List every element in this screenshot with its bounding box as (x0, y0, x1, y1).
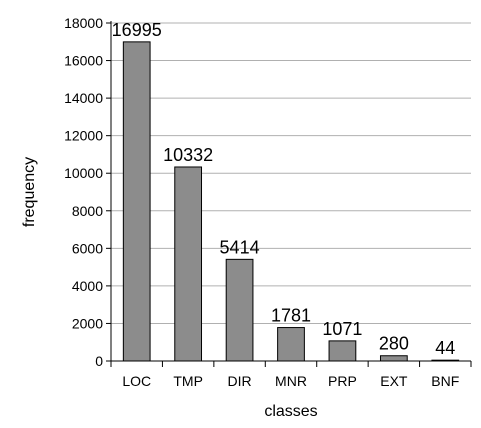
y-tick-label: 4000 (72, 278, 103, 294)
x-tick-label: EXT (380, 373, 408, 389)
y-tick-label: 16000 (64, 53, 103, 69)
x-axis-title: classes (264, 403, 317, 420)
x-tick-label: BNF (431, 373, 459, 389)
x-tick-label: TMP (173, 373, 203, 389)
data-label-tmp: 10332 (163, 145, 213, 165)
bar-prp (328, 340, 357, 362)
x-tick-label: DIR (228, 373, 252, 389)
x-axis-ticks: LOC TMP DIR MNR PRP EXT BNF (110, 361, 472, 389)
y-axis-ticks: 0 2000 4000 6000 8000 10000 12000 14000 16000 180… (64, 15, 111, 369)
y-tick-label: 10000 (64, 165, 103, 181)
x-tick-label: MNR (275, 373, 307, 389)
bar-tmp (174, 166, 203, 362)
y-tick-label: 0 (95, 353, 103, 369)
y-tick-label: 6000 (72, 240, 103, 256)
y-tick-label: 14000 (64, 90, 103, 106)
y-tick-label: 12000 (64, 128, 103, 144)
data-labels: 16995 10332 5414 1781 1071 280 44 (112, 20, 456, 358)
gridlines (111, 22, 471, 324)
data-label-bnf: 44 (435, 338, 455, 358)
bar-loc (122, 41, 151, 362)
y-tick-label: 8000 (72, 203, 103, 219)
data-label-loc: 16995 (112, 20, 162, 40)
y-tick-label: 2000 (72, 315, 103, 331)
data-label-prp: 1071 (322, 319, 362, 339)
data-label-mnr: 1781 (271, 306, 311, 326)
bars (122, 41, 460, 362)
x-tick-label: PRP (328, 373, 357, 389)
y-tick-label: 18000 (64, 15, 103, 31)
bar-mnr (277, 327, 305, 362)
bar-ext (379, 355, 408, 362)
x-tick-label: LOC (122, 373, 151, 389)
data-label-ext: 280 (379, 334, 409, 354)
bar-dir (225, 258, 254, 362)
y-axis-title: frequency (21, 157, 38, 227)
data-label-dir: 5414 (220, 237, 260, 257)
